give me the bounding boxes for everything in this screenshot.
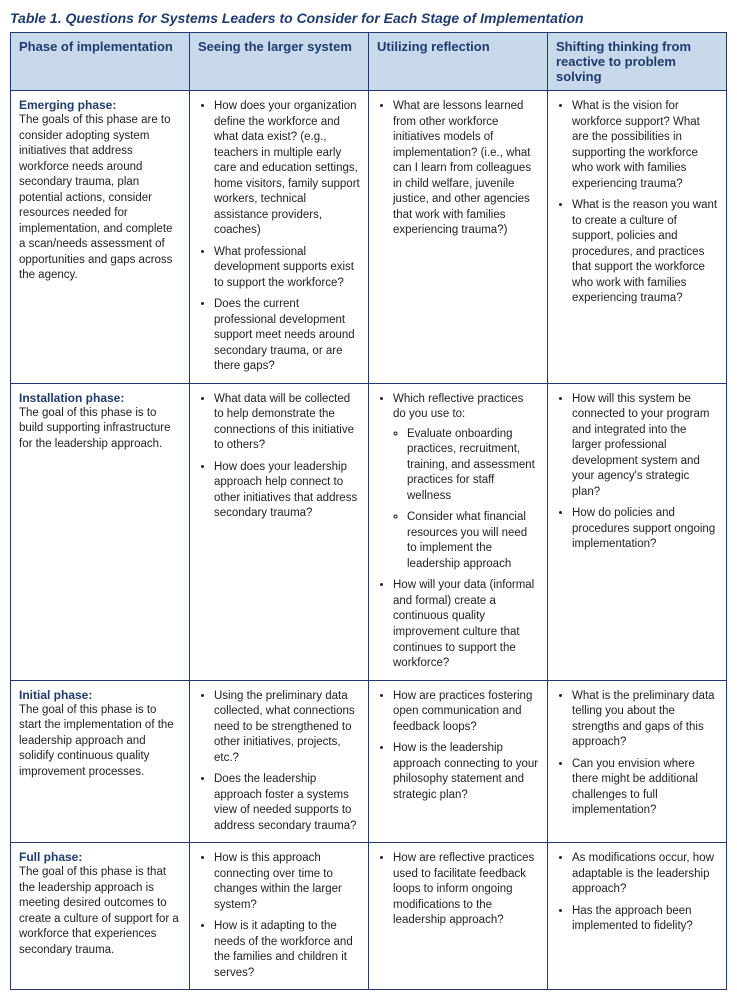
bullet-item: Using the preliminary data collected, wh…	[214, 689, 360, 767]
shifting-cell: What is the preliminary data telling you…	[548, 680, 727, 843]
table-row: Initial phase:The goal of this phase is …	[11, 680, 727, 843]
phase-title: Full phase:	[19, 849, 181, 865]
bullet-list: What is the preliminary data telling you…	[556, 689, 718, 819]
bullet-item: What is the reason you want to create a …	[572, 198, 718, 307]
shifting-cell: As modifications occur, how adaptable is…	[548, 843, 727, 990]
header-seeing: Seeing the larger system	[190, 33, 369, 91]
phase-cell: Installation phase:The goal of this phas…	[11, 383, 190, 680]
reflection-cell: What are lessons learned from other work…	[369, 91, 548, 384]
phase-cell: Initial phase:The goal of this phase is …	[11, 680, 190, 843]
phase-title: Emerging phase:	[19, 97, 181, 113]
shifting-cell: How will this system be connected to you…	[548, 383, 727, 680]
bullet-item: What data will be collected to help demo…	[214, 392, 360, 454]
phase-title: Initial phase:	[19, 687, 181, 703]
bullet-item: How will this system be connected to you…	[572, 392, 718, 501]
bullet-item: Which reflective practices do you use to…	[393, 392, 539, 573]
bullet-item: How will your data (informal and formal)…	[393, 578, 539, 671]
reflection-cell: How are reflective practices used to fac…	[369, 843, 548, 990]
bullet-item: How are practices fostering open communi…	[393, 689, 539, 736]
phase-description: The goal of this phase is to build suppo…	[19, 406, 181, 453]
bullet-list: What data will be collected to help demo…	[198, 392, 360, 522]
header-reflection: Utilizing reflection	[369, 33, 548, 91]
phase-cell: Full phase:The goal of this phase is tha…	[11, 843, 190, 990]
shifting-cell: What is the vision for workforce support…	[548, 91, 727, 384]
bullet-item: Consider what financial resources you wi…	[407, 510, 539, 572]
bullet-item: What professional development supports e…	[214, 245, 360, 292]
bullet-list: Using the preliminary data collected, wh…	[198, 689, 360, 835]
phase-cell: Emerging phase:The goals of this phase a…	[11, 91, 190, 384]
reflection-cell: How are practices fostering open communi…	[369, 680, 548, 843]
bullet-item: How do policies and procedures support o…	[572, 506, 718, 553]
implementation-table: Phase of implementation Seeing the large…	[10, 32, 727, 990]
phase-description: The goal of this phase is to start the i…	[19, 703, 181, 781]
table-caption: Table 1. Questions for Systems Leaders t…	[10, 10, 727, 26]
bullet-list: Evaluate onboarding practices, recruitme…	[393, 427, 539, 573]
bullet-list: How are practices fostering open communi…	[377, 689, 539, 804]
phase-description: The goal of this phase is that the leade…	[19, 865, 181, 958]
seeing-cell: How is this approach connecting over tim…	[190, 843, 369, 990]
bullet-item: How is the leadership approach connectin…	[393, 741, 539, 803]
bullet-list: Which reflective practices do you use to…	[377, 392, 539, 672]
bullet-item: What is the preliminary data telling you…	[572, 689, 718, 751]
bullet-item: What is the vision for workforce support…	[572, 99, 718, 192]
bullet-list: As modifications occur, how adaptable is…	[556, 851, 718, 935]
bullet-item: Evaluate onboarding practices, recruitme…	[407, 427, 539, 505]
bullet-item: Does the leadership approach foster a sy…	[214, 772, 360, 834]
phase-title: Installation phase:	[19, 390, 181, 406]
bullet-item: Has the approach been implemented to fid…	[572, 904, 718, 935]
bullet-list: How does your organization define the wo…	[198, 99, 360, 375]
bullet-list: What is the vision for workforce support…	[556, 99, 718, 307]
bullet-list: How will this system be connected to you…	[556, 392, 718, 553]
bullet-item: As modifications occur, how adaptable is…	[572, 851, 718, 898]
phase-description: The goals of this phase are to consider …	[19, 113, 181, 284]
bullet-item: How is it adapting to the needs of the w…	[214, 919, 360, 981]
bullet-list: How are reflective practices used to fac…	[377, 851, 539, 929]
table-row: Emerging phase:The goals of this phase a…	[11, 91, 727, 384]
bullet-item: How is this approach connecting over tim…	[214, 851, 360, 913]
table-row: Installation phase:The goal of this phas…	[11, 383, 727, 680]
bullet-item: How are reflective practices used to fac…	[393, 851, 539, 929]
bullet-item: How does your leadership approach help c…	[214, 460, 360, 522]
bullet-list: How is this approach connecting over tim…	[198, 851, 360, 981]
header-phase: Phase of implementation	[11, 33, 190, 91]
seeing-cell: How does your organization define the wo…	[190, 91, 369, 384]
seeing-cell: Using the preliminary data collected, wh…	[190, 680, 369, 843]
bullet-list: What are lessons learned from other work…	[377, 99, 539, 239]
bullet-item: Does the current professional developmen…	[214, 297, 360, 375]
bullet-item: What are lessons learned from other work…	[393, 99, 539, 239]
table-row: Full phase:The goal of this phase is tha…	[11, 843, 727, 990]
seeing-cell: What data will be collected to help demo…	[190, 383, 369, 680]
reflection-cell: Which reflective practices do you use to…	[369, 383, 548, 680]
bullet-item: Can you envision where there might be ad…	[572, 757, 718, 819]
bullet-item: How does your organization define the wo…	[214, 99, 360, 239]
header-shifting: Shifting thinking from reactive to probl…	[548, 33, 727, 91]
